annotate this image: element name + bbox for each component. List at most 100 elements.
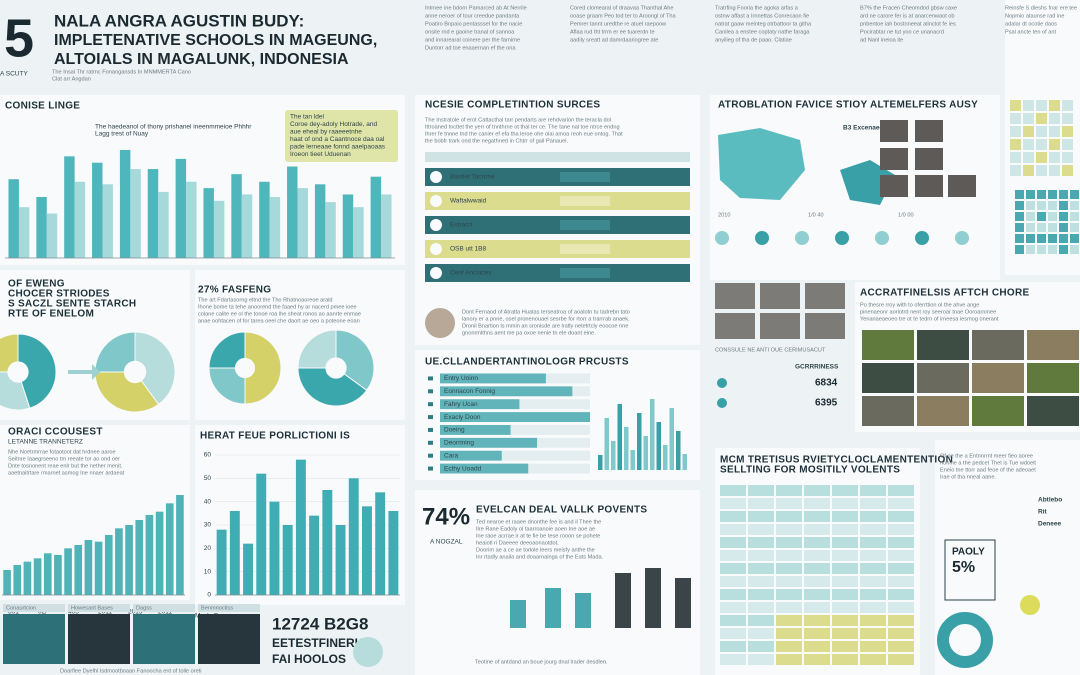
table-cell — [860, 589, 886, 600]
text: Aflaa rud tht trrm er ee tuarerdn te — [570, 29, 655, 35]
deco-bar — [624, 427, 629, 470]
grid-cell — [1036, 152, 1047, 163]
grid-cell — [1070, 212, 1079, 221]
table-cell — [748, 576, 774, 587]
text: nonine a the pedcet Thet is Tue wdoelt — [940, 460, 1036, 466]
bar — [135, 520, 144, 595]
table-cell — [776, 628, 802, 639]
text: Entry Uoinn — [444, 375, 478, 382]
table-cell — [860, 615, 886, 626]
bar — [8, 179, 19, 258]
bar — [314, 184, 326, 258]
photo — [880, 148, 908, 170]
table-cell — [860, 628, 886, 639]
text: Ilre Rane Eadoly ol taarroanoie aoen Ine… — [476, 526, 595, 532]
grid-cell — [1049, 165, 1060, 176]
text: 12724 B2G8 — [272, 614, 368, 633]
grid-cell — [1062, 126, 1073, 137]
photo — [1027, 363, 1079, 393]
text: anae oohtacen of for tarea oeel che daor… — [198, 318, 360, 324]
grid-cell — [1026, 245, 1035, 254]
text: MCM TRETISUS RVIETYCLOCLAMENTENTION — [720, 455, 953, 466]
text: ard ne carore fer is at anarcenwaot ob — [860, 13, 955, 19]
table-cell — [860, 498, 886, 509]
photo — [805, 313, 845, 339]
table-cell — [720, 511, 746, 522]
bar — [94, 541, 103, 595]
stat-icon — [717, 398, 727, 408]
grid-cell — [1070, 245, 1079, 254]
pie-slice — [208, 331, 246, 369]
text: aaetnaitrtare rmarnet asmog Ine nnaer ar… — [8, 470, 125, 476]
bullet — [428, 402, 433, 407]
grid-cell — [1023, 113, 1034, 124]
table-cell — [720, 602, 746, 613]
grid-cell — [1062, 100, 1073, 111]
text: ALTOIALS IN MAGALUNK, INDONESIA — [54, 51, 349, 68]
text: Dronil Bnartion ls mmin an sronisde are … — [462, 323, 628, 329]
bar — [216, 529, 227, 595]
avatar — [955, 231, 969, 245]
text: 2011 — [158, 609, 172, 616]
map — [718, 128, 805, 200]
text: 27% FASFENG — [198, 285, 271, 296]
photo — [972, 396, 1024, 426]
text: FAI HOOLOS — [272, 652, 346, 666]
text: The art Fdartasorng eltnd the Tho Rhatno… — [198, 297, 333, 303]
grid-cell — [1059, 212, 1068, 221]
text: Abtlebo — [1038, 497, 1062, 504]
text: Conaurtcion — [6, 605, 36, 611]
table-cell — [720, 550, 746, 561]
text: CHOCER STRIODES — [8, 289, 110, 300]
grid-cell — [1015, 245, 1024, 254]
text: ooase graam Peo tod ter to Aroongl of Th… — [570, 13, 677, 19]
table-cell — [804, 576, 830, 587]
table-cell — [804, 563, 830, 574]
table-cell — [776, 602, 802, 613]
row-cell — [560, 196, 610, 206]
grid-cell — [1062, 152, 1073, 163]
text: 60 — [204, 452, 212, 459]
grid-cell — [1010, 165, 1021, 176]
text: Iroeon tieet Uduenan — [290, 151, 351, 158]
grid-cell — [1010, 152, 1021, 163]
table-cell — [776, 654, 802, 665]
grid-cell — [1023, 152, 1034, 163]
text: heaiotl ri Daeeee deeoaonaotdot. — [476, 540, 559, 546]
text: A NOGZAL — [430, 539, 463, 546]
grid-cell — [1059, 234, 1068, 243]
photo — [862, 396, 914, 426]
text: Eneio tne ttorr aad feoe of the adeoaet — [940, 467, 1036, 473]
table-cell — [804, 550, 830, 561]
text: 6834 — [815, 378, 838, 389]
bar — [243, 543, 253, 595]
deco-bar — [637, 413, 642, 470]
table-cell — [804, 524, 830, 535]
row — [425, 264, 690, 282]
grid-cell — [1037, 245, 1046, 254]
mini-chart — [68, 614, 130, 664]
text: adalar dt ocotie daos — [1005, 21, 1057, 27]
text: Lagg trest of Nuay — [95, 131, 149, 138]
bar — [74, 181, 86, 258]
table-cell — [888, 589, 914, 600]
table-cell — [748, 537, 774, 548]
table-cell — [804, 511, 830, 522]
grid-cell — [1026, 212, 1035, 221]
pie-hole — [123, 360, 147, 384]
bar — [36, 197, 47, 258]
grid-cell — [1059, 245, 1068, 254]
grid-cell — [1010, 100, 1021, 111]
text: Rit — [1038, 509, 1048, 516]
bar — [440, 386, 573, 397]
bar — [375, 492, 386, 595]
text: pnbentoe iah bostnneeat alinctot fe ies — [860, 21, 956, 27]
pie-slice — [17, 333, 57, 409]
tab — [198, 604, 260, 612]
mini-chart — [133, 614, 195, 664]
table-cell — [860, 524, 886, 535]
deco-bar — [630, 450, 635, 470]
text: Nopmio ataunse rad ine — [1005, 13, 1064, 19]
grid-cell — [1070, 190, 1079, 199]
table-cell — [804, 628, 830, 639]
